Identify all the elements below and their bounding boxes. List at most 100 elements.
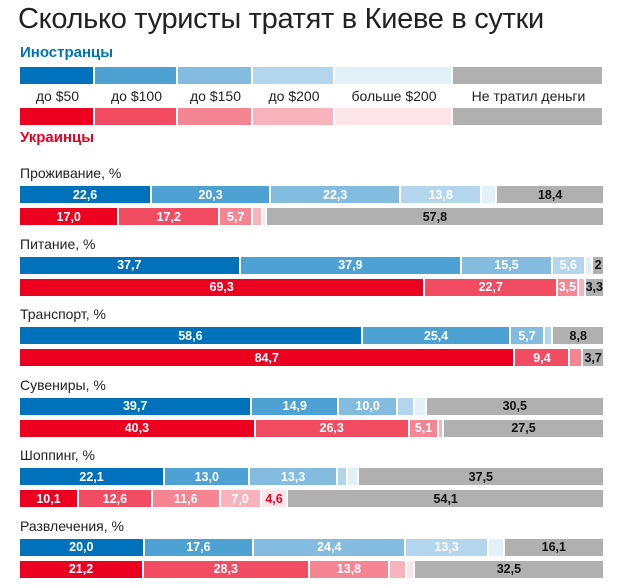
bar-segment: 30,5 [426,397,605,415]
bar-segment: 7,0 [220,490,262,507]
legend-swatch-ukrainian [95,108,178,125]
bar-segment: 10,0 [339,397,398,415]
bar-segment: 22,3 [270,186,402,203]
bar-segment: 11,6 [152,490,221,507]
bar-segment: 37,7 [20,256,241,274]
bar-segment: 2 [593,256,605,274]
bar-segment: 10,1 [20,490,80,507]
bar-segment: 22,1 [20,468,166,485]
bar-segment: 54,1 [288,490,605,507]
bar-segment: 17,2 [119,208,221,225]
bar-ukrainian: 17,0 17,2 5,7 57,8 [20,208,605,225]
bar-segment: 8,8 [553,327,605,344]
bar-segment: 13,8 [309,560,391,578]
bar-segment: 84,7 [20,349,516,366]
category-label: Транспорт, % [20,306,107,322]
legend-swatch-foreign [20,67,95,84]
legend-labels: до $50 до $100 до $150 до $200 больше $200 Не… [20,88,604,106]
bar-segment: 16,1 [504,538,605,556]
legend-label: больше $200 [351,88,437,104]
bar-segment: 22,6 [20,186,153,203]
bar-segment: 27,5 [444,419,605,437]
bar-segment [578,278,586,296]
legend-swatch-foreign [178,67,253,84]
bar-segment: 4,6 [261,490,289,507]
bar-foreign: 58,6 25,4 5,7 8,8 [20,327,605,344]
category-label: Шоппинг, % [20,447,95,463]
bar-segment [347,468,359,485]
legend-swatch-foreign [95,67,178,84]
bar-segment: 39,7 [20,397,253,415]
bar-segment: 20,0 [20,538,145,556]
bar-segment: 26,3 [255,419,410,437]
bar-segment: 25,4 [362,327,512,344]
bar-ukrainian: 69,3 22,7 3,5 3,3 [20,278,605,296]
bar-segment: 13,8 [401,186,483,203]
legend-swatch-foreign [453,67,604,84]
bar-segment: 22,7 [425,278,559,296]
bar-segment [570,349,584,366]
bar-segment [390,560,407,578]
legend-label: до $150 [190,88,241,104]
bar-segment: 5,1 [409,419,440,437]
bar-segment: 17,6 [144,538,255,556]
legend-group-ukrainian: Украинцы [20,129,95,146]
bar-segment [439,419,445,437]
bar-segment: 69,3 [20,278,426,296]
legend-swatch-ukrainian [453,108,604,125]
bar-segment: 5,7 [220,208,254,225]
bar-segment [414,397,427,415]
bar-segment: 17,0 [20,208,120,225]
legend-swatch-ukrainian [178,108,253,125]
category-label: Развлечения, % [20,517,124,534]
chart-title: Сколько туристы тратят в Киеве в сутки [18,3,544,35]
bar-segment: 5,6 [552,256,586,274]
bar-ukrainian: 84,7 9,4 3,7 [20,349,605,366]
legend-ukrainian-swatches [20,108,604,125]
bar-segment: 18,4 [497,186,605,203]
legend-foreign-swatches [20,67,604,84]
legend-label: до $50 [35,88,80,104]
category-label: Питание, % [20,235,96,252]
bar-segment: 13,0 [165,468,251,485]
category-label: Проживание, % [20,165,122,181]
legend-label: Не тратил деньги [471,88,586,104]
bar-segment: 3,7 [583,349,605,366]
legend-label: до $200 [268,88,320,104]
bar-segment [544,327,554,344]
bar-segment: 3,3 [585,278,605,296]
bar-segment: 58,6 [20,327,363,344]
bar-segment: 32,5 [414,560,605,578]
bar-foreign: 37,7 37,9 15,5 5,6 2 [20,256,605,274]
bar-foreign: 22,1 13,0 13,3 37,5 [20,468,605,485]
bar-segment [585,256,594,274]
bar-segment: 13,3 [406,538,490,556]
bar-segment [489,538,505,556]
bar-segment: 37,5 [358,468,605,485]
legend-label: до $100 [111,88,162,104]
bar-segment: 15,5 [462,256,553,274]
bar-foreign: 20,0 17,6 24,4 13,3 16,1 [20,538,605,556]
bar-ukrainian: 10,1 12,6 11,6 7,0 4,6 54,1 [20,490,605,507]
bar-segment [482,186,498,203]
bar-segment: 40,3 [20,419,256,437]
bar-segment: 5,7 [511,327,545,344]
bar-segment: 28,3 [144,560,310,578]
bar-segment: 37,9 [240,256,463,274]
bar-segment: 13,3 [250,468,338,485]
bar-segment: 21,2 [20,560,145,578]
bar-segment: 12,6 [79,490,153,507]
legend-swatch-ukrainian [253,108,335,125]
bar-segment: 20,3 [152,186,271,203]
bar-segment [262,208,267,225]
bar-segment [337,468,348,485]
legend-swatch-foreign [253,67,335,84]
legend-group-foreign: Иностранцы [20,44,114,61]
bar-segment [397,397,415,415]
bar-segment: 14,9 [252,397,340,415]
legend-swatch-ukrainian [335,108,453,125]
bar-segment [253,208,263,225]
bar-segment [406,560,415,578]
bar-segment: 9,4 [515,349,571,366]
